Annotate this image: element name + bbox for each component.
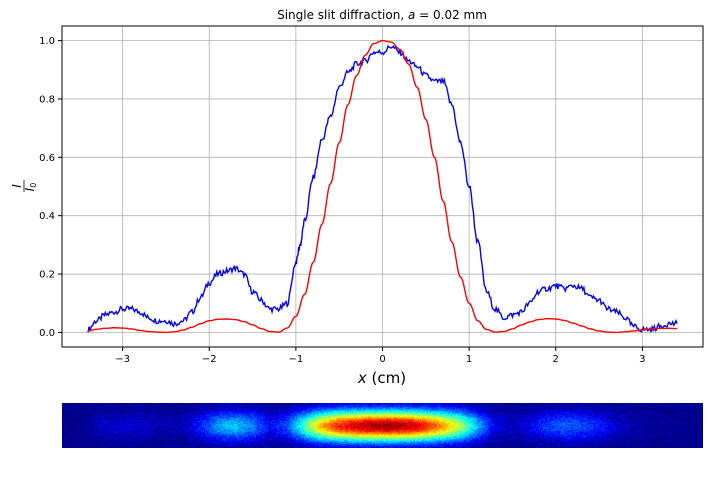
diffraction-pattern-image: [62, 403, 703, 448]
theoretical-intensity-line: [87, 39, 678, 334]
x-tick-label: 1: [466, 354, 472, 365]
x-tick-label: −3: [115, 354, 130, 365]
series-layer: [87, 39, 678, 334]
y-tick-label: 1.0: [39, 36, 55, 47]
x-tick-label: 2: [553, 354, 559, 365]
x-axis-label: x (cm): [357, 369, 406, 387]
x-axis-ticks: −3 −2 −1 0 1 2 3: [115, 347, 646, 365]
y-tick-label: 0.8: [39, 94, 55, 105]
x-tick-label: 0: [379, 354, 385, 365]
y-axis-label-denominator: I0: [23, 183, 38, 192]
y-tick-label: 0.0: [39, 328, 55, 339]
measured-intensity-line: [87, 44, 678, 333]
x-tick-label: −1: [289, 354, 304, 365]
y-axis-label-numerator: I: [10, 184, 24, 188]
y-tick-label: 0.6: [39, 153, 55, 164]
diffraction-heatmap: [62, 403, 703, 448]
x-tick-label: 3: [639, 354, 645, 365]
x-tick-label: −2: [202, 354, 217, 365]
y-tick-label: 0.2: [39, 270, 55, 281]
y-axis-ticks: 0.0 0.2 0.4 0.6 0.8 1.0: [39, 36, 62, 339]
y-axis-label: I I0: [10, 180, 38, 192]
grid: [62, 26, 703, 347]
y-tick-label: 0.4: [39, 211, 55, 222]
chart-title: Single slit diffraction, a = 0.02 mm: [277, 8, 487, 22]
